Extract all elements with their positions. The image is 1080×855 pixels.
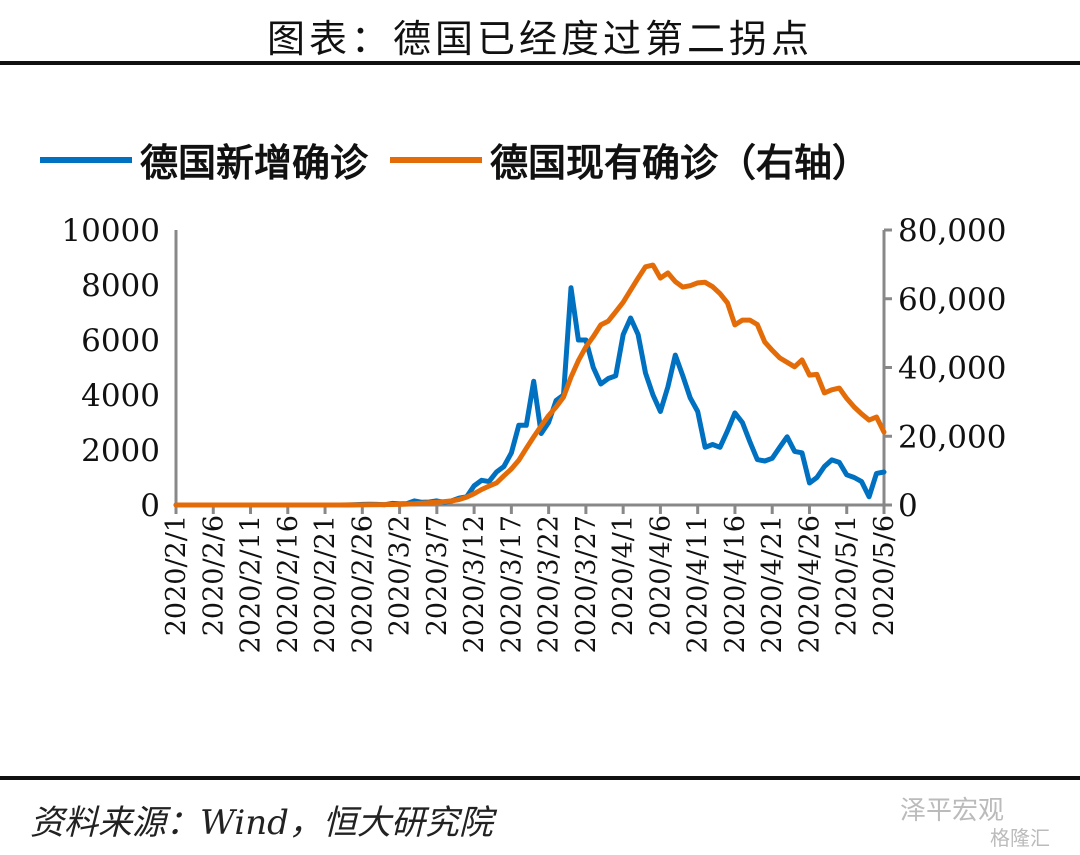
left-y-tick-label: 2000	[81, 433, 160, 469]
series-line-new-cases	[173, 285, 887, 508]
right-y-tick-label: 0	[898, 488, 918, 524]
x-tick-label: 2020/2/6	[198, 515, 229, 636]
left-y-tick-label: 0	[140, 488, 160, 524]
right-y-tick-label: 60,000	[898, 282, 1006, 318]
chart-title: 图表：德国已经度过第二拐点	[266, 17, 813, 61]
x-tick-label: 2020/4/11	[683, 515, 714, 653]
x-tick-label: 2020/2/11	[236, 515, 267, 653]
x-tick-label: 2020/3/12	[459, 515, 490, 653]
right-y-tick-label: 40,000	[898, 351, 1006, 387]
x-tick-label: 2020/3/27	[571, 515, 602, 653]
x-tick-label: 2020/3/22	[534, 515, 565, 653]
x-tick-label: 2020/2/21	[310, 515, 341, 653]
watermark-secondary: 格隆汇	[990, 826, 1050, 850]
right-y-tick-label: 80,000	[898, 213, 1006, 249]
x-tick-label: 2020/4/1	[608, 515, 639, 636]
series-line-active-cases	[173, 262, 887, 508]
left-y-tick-label: 4000	[81, 378, 160, 414]
left-y-tick-label: 8000	[81, 268, 160, 304]
footer-divider	[0, 776, 1080, 780]
x-tick-label: 2020/3/17	[496, 515, 527, 653]
right-y-tick-label: 20,000	[898, 419, 1006, 455]
left-y-tick-label: 6000	[81, 323, 160, 359]
x-tick-label: 2020/5/6	[869, 515, 900, 636]
legend-swatch-new-cases	[40, 156, 132, 163]
x-tick-label: 2020/2/26	[347, 515, 378, 653]
legend: 德国新增确诊 德国现有确诊（右轴）	[40, 132, 870, 187]
x-tick-label: 2020/4/6	[645, 515, 676, 636]
x-tick-label: 2020/4/26	[794, 515, 825, 653]
x-tick-label: 2020/2/16	[273, 515, 304, 653]
legend-swatch-active-cases	[390, 156, 483, 163]
left-y-tick-label: 10000	[61, 213, 160, 249]
x-tick-label: 2020/2/1	[161, 515, 192, 636]
legend-label-new-cases: 德国新增确诊	[140, 140, 369, 185]
title-divider	[0, 61, 1080, 65]
source-note: 资料来源：Wind，恒大研究院	[30, 803, 493, 843]
x-tick-label: 2020/4/21	[757, 515, 788, 653]
x-tick-label: 2020/4/16	[720, 515, 751, 653]
x-tick-label: 2020/5/1	[832, 515, 863, 636]
legend-label-active-cases: 德国现有确诊（右轴）	[490, 140, 871, 185]
watermark-primary: 泽平宏观	[900, 796, 1005, 826]
x-tick-label: 2020/3/2	[385, 515, 416, 636]
x-tick-label: 2020/3/7	[422, 515, 453, 636]
